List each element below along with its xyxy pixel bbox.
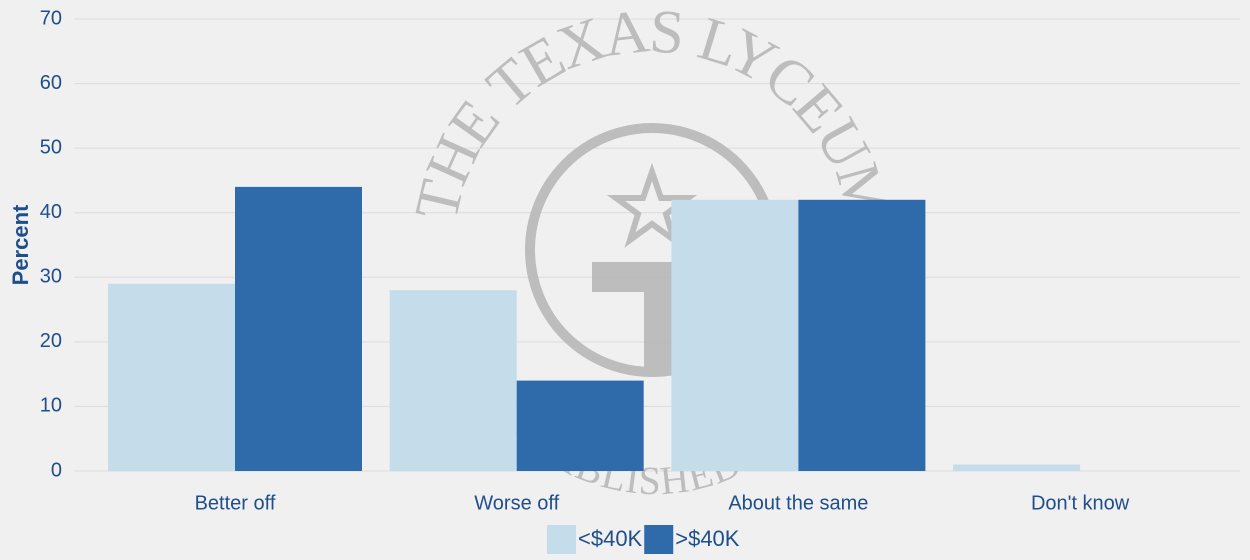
bar — [516, 380, 644, 471]
legend-swatch — [644, 525, 674, 554]
bar — [671, 199, 799, 472]
x-tick-label: About the same — [728, 492, 868, 514]
legend-label: >$40K — [675, 526, 740, 551]
bar — [389, 290, 517, 471]
x-tick-label: Worse off — [474, 492, 559, 514]
bar — [798, 199, 926, 472]
x-tick-label: Better off — [195, 492, 276, 514]
y-tick-label: 10 — [40, 395, 62, 417]
legend-label: <$40K — [578, 526, 643, 551]
bar — [235, 186, 362, 471]
watermark-star — [606, 162, 698, 248]
bars — [108, 186, 1081, 472]
x-tick-label: Don't know — [1031, 492, 1130, 514]
y-tick-label: 20 — [40, 330, 62, 352]
watermark-t — [644, 262, 674, 372]
y-tick-label: 40 — [40, 201, 62, 223]
legend-swatch — [547, 525, 576, 554]
y-axis-label: Percent — [8, 204, 33, 285]
bar — [953, 464, 1081, 471]
y-tick-label: 60 — [40, 72, 62, 94]
y-tick-label: 70 — [40, 7, 62, 29]
bar — [108, 283, 235, 471]
y-tick-label: 0 — [51, 459, 62, 481]
y-tick-label: 50 — [40, 136, 62, 158]
y-tick-label: 30 — [40, 266, 62, 288]
